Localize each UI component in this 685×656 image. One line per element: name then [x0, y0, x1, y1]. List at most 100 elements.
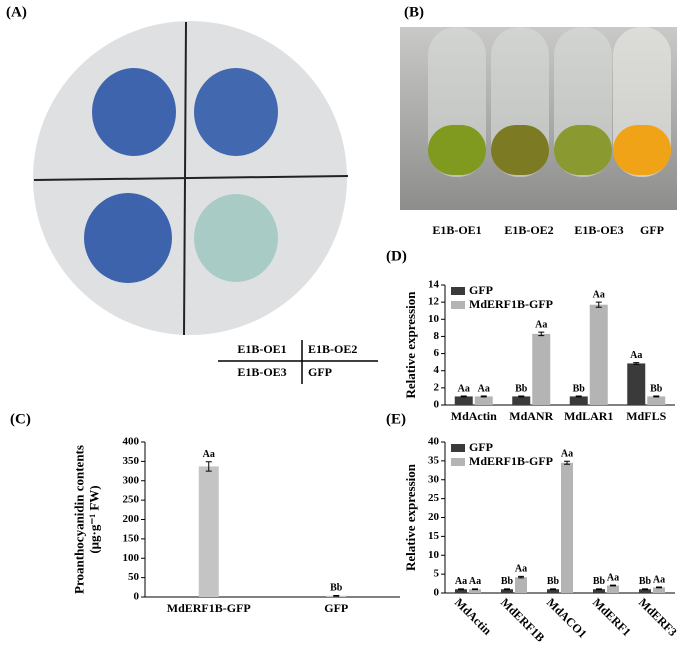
y-tick-label: 150 — [123, 532, 140, 544]
layout-table — [218, 340, 378, 384]
panel-label: (D) — [386, 248, 407, 264]
error-bar — [480, 395, 487, 398]
x-tick-label: MdActin — [451, 409, 497, 423]
error-bar — [205, 461, 212, 472]
y-tick-label: 100 — [123, 552, 140, 564]
y-tick-label: 10 — [428, 313, 440, 325]
tube-label: E1B-OE2 — [504, 223, 553, 237]
significance-label: Bb — [593, 576, 606, 587]
legend-swatch — [451, 301, 465, 309]
x-tick-label: MdActin — [452, 595, 495, 638]
significance-label: Bb — [650, 383, 663, 394]
y-axis-label: (μg·g⁻¹ FW) — [86, 485, 101, 553]
x-tick-label: MdERF1 — [590, 595, 634, 639]
legend-swatch — [451, 458, 465, 466]
bar — [647, 396, 666, 405]
y-tick-label: 400 — [123, 436, 140, 448]
y-tick-label: 250 — [123, 494, 140, 506]
bar — [454, 396, 473, 405]
table-cell: GFP — [308, 365, 332, 379]
error-bar — [564, 460, 570, 465]
bar — [561, 462, 573, 593]
y-tick-label: 12 — [428, 296, 440, 308]
y-tick-label: 20 — [428, 511, 440, 523]
significance-label: Bb — [573, 383, 586, 394]
significance-label: Aa — [455, 576, 467, 587]
significance-label: Bb — [547, 576, 560, 587]
y-tick-label: 14 — [428, 279, 440, 291]
panel-label: (B) — [404, 4, 424, 20]
tube-label: E1B-OE1 — [432, 223, 481, 237]
significance-label: Aa — [535, 319, 547, 330]
y-axis-label: Relative expression — [403, 463, 418, 571]
panel-label: (E) — [386, 411, 406, 427]
bar — [469, 589, 481, 593]
y-tick-label: 25 — [428, 492, 440, 504]
y-tick-label: 5 — [434, 568, 440, 580]
bar — [515, 577, 527, 593]
significance-label: Bb — [515, 383, 528, 394]
significance-label: Aa — [203, 449, 215, 460]
y-tick-label: 50 — [128, 571, 140, 583]
error-bar — [472, 588, 478, 591]
significance-label: Aa — [653, 574, 665, 585]
bar — [589, 304, 608, 405]
bar — [593, 589, 605, 593]
error-bar — [656, 586, 662, 589]
error-bar — [504, 588, 510, 591]
bar — [547, 589, 559, 593]
error-bar — [518, 575, 524, 579]
error-bar — [538, 331, 545, 337]
y-tick-label: 200 — [123, 513, 140, 525]
panel-label: (C) — [10, 411, 31, 427]
error-bar — [518, 395, 525, 398]
y-axis-label: Relative expression — [403, 291, 418, 399]
y-tick-label: 10 — [428, 549, 440, 561]
significance-label: Bb — [501, 576, 514, 587]
panel-label: (A) — [6, 4, 27, 20]
significance-label: Aa — [458, 383, 470, 394]
bar — [639, 589, 651, 593]
error-bar — [460, 395, 467, 398]
tube-photo — [400, 27, 677, 210]
significance-label: Aa — [630, 350, 642, 361]
x-tick-label: MdACO1 — [544, 595, 590, 641]
bar — [627, 363, 646, 405]
bar — [569, 396, 588, 405]
error-bar — [633, 362, 640, 365]
x-tick-label: MdLAR1 — [564, 409, 613, 423]
y-tick-label: 0 — [134, 591, 140, 603]
bar — [198, 466, 219, 597]
error-bar — [550, 588, 556, 591]
significance-label: Aa — [607, 572, 619, 583]
significance-label: Aa — [515, 564, 527, 575]
bar — [474, 396, 493, 405]
significance-label: Bb — [330, 583, 343, 594]
bar — [653, 587, 665, 593]
error-bar — [610, 584, 616, 587]
x-tick-label: MdERF1B — [498, 595, 548, 645]
y-tick-label: 0 — [434, 587, 440, 599]
significance-label: Bb — [639, 576, 652, 587]
error-bar — [653, 395, 660, 398]
error-bar — [595, 301, 602, 308]
bar — [607, 585, 619, 593]
y-tick-label: 30 — [428, 473, 440, 485]
legend-label: GFP — [469, 440, 493, 454]
y-tick-label: 15 — [428, 530, 440, 542]
table-cell: E1B-OE1 — [237, 342, 286, 356]
legend-label: MdERF1B-GFP — [469, 454, 553, 468]
error-bar — [642, 588, 648, 591]
x-tick-label: MdFLS — [626, 409, 666, 423]
significance-label: Aa — [593, 289, 605, 300]
y-tick-label: 300 — [123, 474, 140, 486]
y-tick-label: 350 — [123, 455, 140, 467]
x-tick-label: MdERF3 — [636, 595, 680, 639]
significance-label: Aa — [469, 576, 481, 587]
significance-label: Aa — [478, 383, 490, 394]
y-tick-label: 8 — [434, 330, 440, 342]
y-tick-label: 35 — [428, 454, 440, 466]
tube-label: GFP — [640, 223, 664, 237]
legend-swatch — [451, 444, 465, 452]
